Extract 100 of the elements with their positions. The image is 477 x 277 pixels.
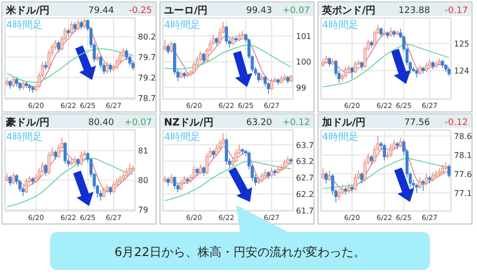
candlestick xyxy=(338,188,341,201)
candlestick xyxy=(328,170,331,182)
candlestick xyxy=(57,40,60,53)
candlestick xyxy=(438,168,441,176)
candlestick xyxy=(192,166,196,180)
candlestick xyxy=(354,174,357,192)
candlestick xyxy=(344,66,348,78)
annotation: 4時間足 xyxy=(164,131,200,143)
candlestick xyxy=(422,179,425,192)
chart-title: NZドル/円 xyxy=(164,118,214,128)
text: +0.12 xyxy=(282,118,310,128)
candlestick xyxy=(224,25,228,44)
y-tick-label: 79.7 xyxy=(138,53,156,62)
candlestick xyxy=(418,177,422,190)
candlestick xyxy=(328,56,331,67)
y-tick-label: 80.2 xyxy=(138,32,156,42)
y-tick-label: 62.2 xyxy=(296,190,314,199)
candlestick xyxy=(270,167,274,178)
candlestick xyxy=(347,182,350,194)
candlestick xyxy=(215,144,218,157)
candlestick xyxy=(283,159,286,170)
text: 123.88 xyxy=(398,6,430,16)
candlestick xyxy=(83,18,86,29)
chart-title: 豪ドル/円 xyxy=(5,116,50,128)
candlestick xyxy=(389,27,392,38)
text: 80.40 xyxy=(88,118,114,128)
candlestick xyxy=(70,20,74,35)
candlestick xyxy=(234,149,238,164)
candlestick xyxy=(170,174,173,185)
candlestick xyxy=(202,166,206,176)
y-tick-label: 78.1 xyxy=(454,150,472,160)
text: -0.25 xyxy=(128,6,152,16)
text: +0.07 xyxy=(282,6,310,16)
chart-title: 米ドル/円 xyxy=(5,4,50,16)
candlestick xyxy=(108,62,112,73)
y-tick-label: 101 xyxy=(296,32,312,41)
text: -0.17 xyxy=(444,6,468,16)
candlestick xyxy=(324,172,328,184)
candlestick xyxy=(424,174,428,186)
text: +0.07 xyxy=(124,118,152,128)
candlestick xyxy=(350,66,354,80)
candlestick xyxy=(370,154,373,165)
candlestick xyxy=(382,143,386,162)
candlestick xyxy=(418,64,422,76)
candlestick xyxy=(389,143,392,158)
candlestick xyxy=(12,76,15,88)
candlestick xyxy=(198,164,202,175)
candlestick xyxy=(360,172,364,184)
candlestick xyxy=(380,27,383,38)
y-tick-label: 63.2 xyxy=(296,157,314,166)
text: 77.56 xyxy=(404,118,430,128)
y-tick-label: 62.7 xyxy=(296,174,314,183)
chart-title: ユーロ/円 xyxy=(164,6,208,16)
y-tick-label: 79.2 xyxy=(138,73,156,82)
candlestick xyxy=(222,132,225,146)
text: -0.12 xyxy=(444,118,468,128)
candlestick xyxy=(163,39,166,52)
y-tick-label: 125 xyxy=(454,40,470,49)
candlestick xyxy=(24,178,28,194)
candlestick xyxy=(173,176,176,190)
candlestick xyxy=(76,19,80,31)
annotation: 4時間足 xyxy=(6,19,42,31)
annotation: 4時間足 xyxy=(322,19,358,31)
y-tick-label: 99 xyxy=(296,83,306,92)
candlestick xyxy=(202,52,206,64)
candlestick xyxy=(44,163,48,176)
y-tick-label: 100 xyxy=(296,58,312,67)
candlestick xyxy=(260,172,264,183)
candlestick xyxy=(12,172,15,185)
candlestick xyxy=(106,62,109,74)
candlestick xyxy=(180,178,183,192)
candlestick xyxy=(354,60,357,74)
candlestick xyxy=(64,141,67,164)
y-tick-label: 63.7 xyxy=(296,140,314,150)
candlestick xyxy=(8,175,12,186)
candlestick xyxy=(102,187,106,198)
chart-title: 英ポンド/円 xyxy=(321,4,376,16)
text: 6月22日から、株高・円安の流れが変わった。 xyxy=(114,245,366,259)
annotation: 4時間足 xyxy=(164,19,200,31)
candlestick xyxy=(112,181,116,194)
candlestick xyxy=(270,78,274,90)
y-tick-label: 77.1 xyxy=(454,188,472,198)
annotation: 4時間足 xyxy=(6,131,42,143)
y-tick-label: 78.6 xyxy=(454,132,472,142)
y-tick-label: 61.7 xyxy=(296,206,314,216)
candlestick xyxy=(47,152,51,175)
y-tick-label: 78.7 xyxy=(138,94,156,103)
text: 63.20 xyxy=(246,118,272,128)
y-tick-label: 77.6 xyxy=(454,170,472,179)
y-tick-label: 81 xyxy=(138,146,148,156)
candlestick xyxy=(415,182,418,194)
candlestick xyxy=(321,168,324,180)
candlestick xyxy=(431,172,434,182)
y-tick-label: 124 xyxy=(454,66,470,76)
candlestick xyxy=(166,43,170,54)
annotation: 4時間足 xyxy=(322,131,358,143)
candlestick xyxy=(424,62,428,72)
text: 99.43 xyxy=(246,6,272,16)
y-tick-label: 79 xyxy=(138,206,148,215)
y-tick-label: 80 xyxy=(138,176,148,186)
